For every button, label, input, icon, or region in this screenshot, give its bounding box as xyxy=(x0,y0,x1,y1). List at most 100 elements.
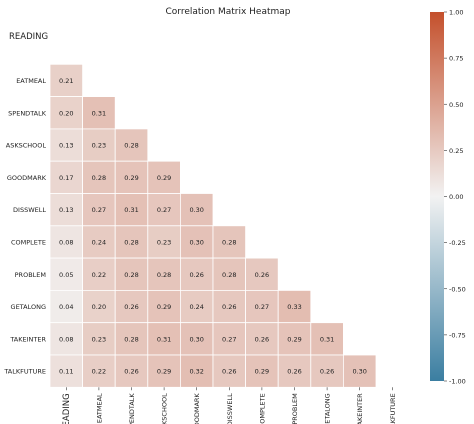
heatmap-cells: 0.21 0.20 0.31 0.13 0.23 0.28 0.17 0.28 0.29 0.29… xyxy=(49,63,377,388)
colorbar-tick-label: -0.75 xyxy=(449,331,466,339)
colorbar-tick-label: -0.25 xyxy=(449,239,466,247)
col-label: SPENDTALK xyxy=(128,393,136,424)
heatmap-cell-complete-eatmeal xyxy=(82,225,116,259)
col-label: COMPLETE xyxy=(258,393,266,424)
cell-value-label: 0.29 xyxy=(157,174,171,182)
cell-value-label: 0.27 xyxy=(157,206,171,214)
colorbar: 1.00 0.75 0.50 0.25 0.00 -0.25 -0.50 -0.75 -1.00 xyxy=(430,9,466,386)
cell-value-label: 0.31 xyxy=(320,335,334,343)
colorbar-tick-label: 0.00 xyxy=(449,193,463,201)
cell-value-label: 0.32 xyxy=(189,368,203,376)
cell-value-label: 0.26 xyxy=(255,271,269,279)
cell-value-label: 0.29 xyxy=(255,368,269,376)
cell-value-label: 0.26 xyxy=(222,368,236,376)
cell-value-label: 0.26 xyxy=(320,368,334,376)
heatmap-cell-complete-spendtalk xyxy=(114,225,149,259)
cell-value-label: 0.28 xyxy=(157,271,171,279)
col-label: EATMEAL xyxy=(95,393,103,423)
cell-value-label: 0.30 xyxy=(189,206,203,214)
cell-value-label: 0.20 xyxy=(92,303,106,311)
cell-value-label: 0.30 xyxy=(352,368,366,376)
colorbar-gradient xyxy=(430,12,444,381)
cell-value-label: 0.26 xyxy=(255,335,269,343)
heatmap-cell-disswell-eatmeal xyxy=(82,193,116,227)
cell-value-label: 0.26 xyxy=(287,368,301,376)
row-label: GETALONG xyxy=(11,303,46,311)
heatmap-cell-complete-goodmark xyxy=(179,225,214,259)
heatmap-cell-takeinter-reading xyxy=(49,322,83,356)
col-label: GETALONG xyxy=(324,393,332,424)
cell-value-label: 0.26 xyxy=(189,271,203,279)
col-label: DISSWELL xyxy=(226,393,234,424)
cell-value-label: 0.31 xyxy=(124,206,138,214)
heatmap-cell-takeinter-disswell xyxy=(212,322,246,356)
row-label: READING xyxy=(9,32,48,42)
colorbar-tick-label: 0.50 xyxy=(449,101,463,109)
cell-value-label: 0.28 xyxy=(124,335,138,343)
heatmap-cell-eatmeal-reading xyxy=(49,63,83,98)
cell-value-label: 0.23 xyxy=(157,238,171,246)
colorbar-tick-label: 1.00 xyxy=(449,9,463,17)
cell-value-label: 0.29 xyxy=(124,174,138,182)
cell-value-label: 0.24 xyxy=(189,303,203,311)
col-labels: READING EATMEAL SPENDTALK ASKSCHOOL GOODMARK… xyxy=(62,387,397,424)
chart-title: Correlation Matrix Heatmap xyxy=(165,7,290,17)
cell-value-label: 0.23 xyxy=(92,142,106,150)
cell-value-label: 0.22 xyxy=(92,271,106,279)
cell-value-label: 0.28 xyxy=(124,142,138,150)
cell-value-label: 0.24 xyxy=(92,238,106,246)
cell-value-label: 0.29 xyxy=(157,303,171,311)
cell-value-label: 0.23 xyxy=(92,335,106,343)
cell-value-label: 0.08 xyxy=(59,335,73,343)
cell-value-label: 0.29 xyxy=(287,335,301,343)
row-label: DISSWELL xyxy=(13,206,46,214)
heatmap-cell-talkfuture-getalong xyxy=(310,354,344,388)
row-label: TAKEINTER xyxy=(9,335,46,343)
cell-value-label: 0.28 xyxy=(124,271,138,279)
cell-value-label: 0.30 xyxy=(189,335,203,343)
row-label: GOODMARK xyxy=(7,174,47,182)
heatmap-cell-takeinter-getalong xyxy=(310,322,344,356)
heatmap-cell-getalong-reading xyxy=(49,289,83,324)
cell-value-label: 0.27 xyxy=(92,206,106,214)
cell-value-label: 0.21 xyxy=(59,77,73,85)
cell-value-label: 0.28 xyxy=(222,271,236,279)
heatmap-cell-talkfuture-takeinter xyxy=(342,354,377,388)
cell-value-label: 0.31 xyxy=(157,335,171,343)
heatmap-cell-problem-reading xyxy=(49,257,83,291)
cell-value-label: 0.08 xyxy=(59,238,73,246)
heatmap-cell-complete-reading xyxy=(49,225,83,259)
cell-value-label: 0.13 xyxy=(59,142,73,150)
colorbar-tick-label: 0.75 xyxy=(449,55,463,63)
cell-value-label: 0.04 xyxy=(59,303,73,311)
heatmap-cell-getalong-problem xyxy=(277,289,312,324)
heatmap-cell-problem-disswell xyxy=(212,257,246,291)
heatmap-cell-goodmark-askschool xyxy=(147,160,181,194)
cell-value-label: 0.26 xyxy=(124,368,138,376)
cell-value-label: 0.31 xyxy=(92,109,106,117)
cell-value-label: 0.28 xyxy=(124,238,138,246)
cell-value-label: 0.30 xyxy=(189,238,203,246)
heatmap-cell-complete-disswell xyxy=(212,225,246,259)
heatmap-cell-talkfuture-eatmeal xyxy=(82,354,116,388)
col-label: TAKEINTER xyxy=(356,393,364,424)
heatmap-cell-goodmark-eatmeal xyxy=(82,160,116,194)
heatmap-cell-talkfuture-askschool xyxy=(147,354,181,388)
row-label: SPENDTALK xyxy=(8,109,47,117)
cell-value-label: 0.27 xyxy=(255,303,269,311)
cell-value-label: 0.26 xyxy=(222,303,236,311)
heatmap-cell-takeinter-askschool xyxy=(147,322,181,356)
heatmap-cell-askschool-spendtalk xyxy=(114,128,149,162)
heatmap-cell-talkfuture-spendtalk xyxy=(114,354,149,388)
colorbar-tick-label: 0.25 xyxy=(449,147,463,155)
heatmap-cell-disswell-askschool xyxy=(147,193,181,227)
colorbar-tick-label: -1.00 xyxy=(449,378,466,386)
col-label: TALKFUTURE xyxy=(389,393,397,424)
cell-value-label: 0.28 xyxy=(92,174,106,182)
heatmap-cell-getalong-spendtalk xyxy=(114,289,149,324)
row-label: TALKFUTURE xyxy=(3,368,46,376)
row-label: EATMEAL xyxy=(16,77,46,85)
col-label: READING xyxy=(62,393,72,424)
row-label: ASKSCHOOL xyxy=(6,142,47,150)
